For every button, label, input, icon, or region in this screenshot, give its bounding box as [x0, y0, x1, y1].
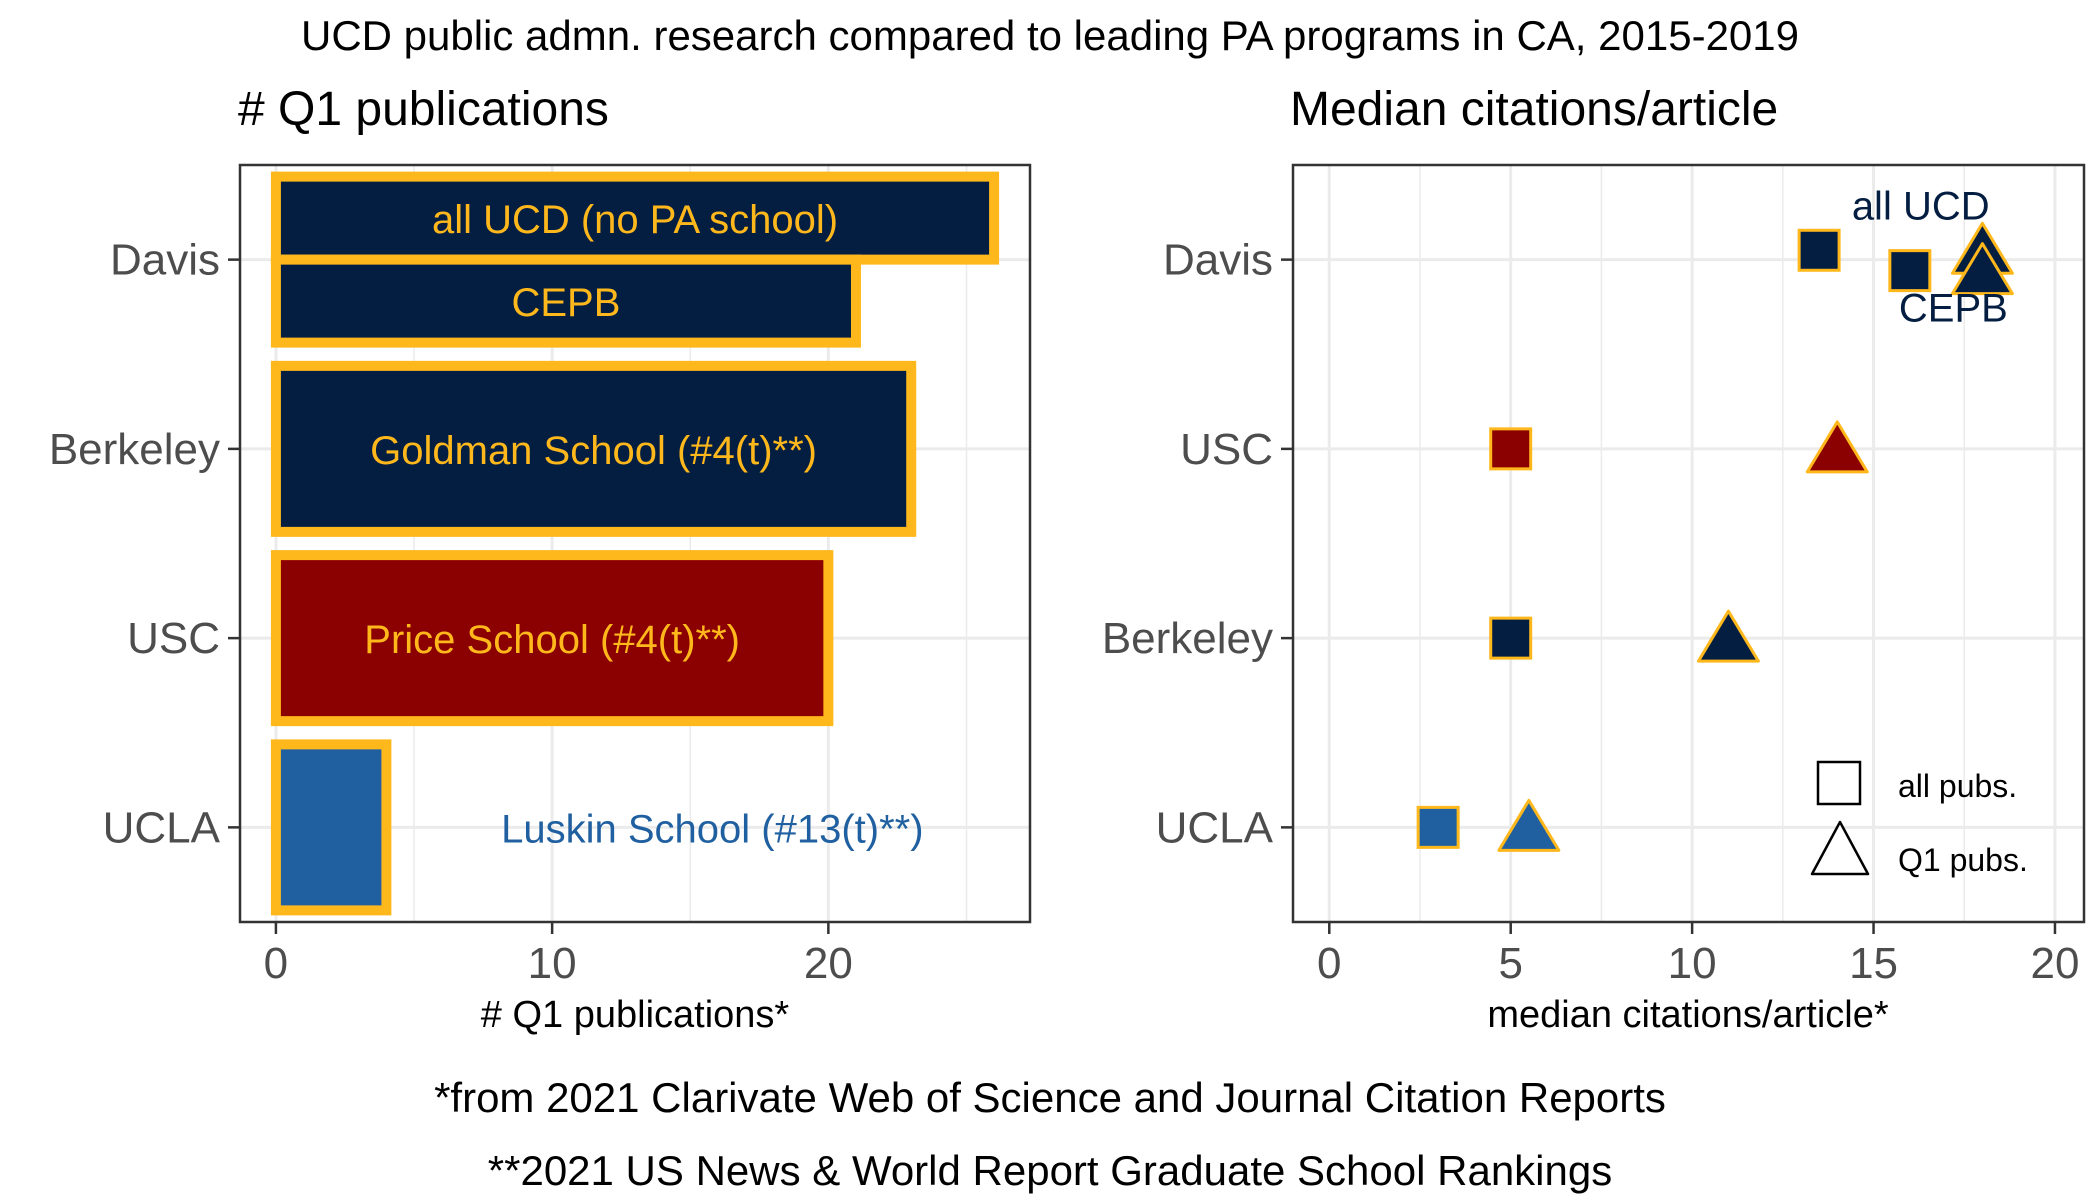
left-x-axis: 0 10 20 — [264, 922, 853, 988]
left-plot-border — [238, 163, 1032, 924]
point-triangle — [1950, 242, 2014, 296]
left-bar-labels: all UCD (no PA school) CEPB Goldman School… — [364, 198, 923, 851]
legend-triangle-key — [1810, 820, 1870, 876]
x-tick-label: 0 — [1317, 939, 1341, 988]
legend-square-key — [1816, 760, 1862, 806]
right-annotations: all UCD CEPB — [1852, 185, 2008, 331]
point-square — [1888, 249, 1932, 293]
footnote-rankings: **2021 US News & World Report Graduate S… — [488, 1147, 1612, 1194]
bar — [270, 739, 392, 916]
y-tick-label: Davis — [110, 236, 220, 285]
bar — [270, 254, 861, 348]
y-tick-label: Berkeley — [49, 425, 220, 474]
figure-title: UCD public admn. research compared to le… — [301, 12, 1799, 59]
legend: all pubs. Q1 pubs. — [1810, 760, 2028, 878]
footnote-sources: *from 2021 Clarivate Web of Science and … — [434, 1074, 1666, 1121]
bar-label: Goldman School (#4(t)**) — [370, 429, 817, 473]
bar-label: Luskin School (#13(t)**) — [501, 807, 923, 851]
y-tick-label: UCLA — [1156, 803, 1274, 852]
bar-label: all UCD (no PA school) — [432, 198, 838, 242]
y-tick-label: USC — [1180, 425, 1273, 474]
y-tick-label: Davis — [1163, 236, 1273, 285]
point-square — [1489, 427, 1533, 471]
y-tick-label: Berkeley — [1102, 614, 1273, 663]
x-tick-label: 10 — [528, 939, 577, 988]
right-x-axis-title: median citations/article* — [1487, 994, 1889, 1036]
x-tick-label: 20 — [2030, 939, 2079, 988]
legend-label: all pubs. — [1898, 768, 2017, 804]
y-tick-label: USC — [127, 614, 220, 663]
right-plot-border — [1291, 163, 2086, 924]
bar — [270, 550, 834, 727]
x-tick-label: 5 — [1498, 939, 1522, 988]
right-points — [1416, 221, 2014, 852]
x-tick-label: 10 — [1668, 939, 1717, 988]
right-panel-title: Median citations/article — [1290, 83, 1778, 136]
left-panel-title: # Q1 publications — [238, 83, 609, 136]
bar-label: Price School (#4(t)**) — [364, 618, 740, 662]
legend-label: Q1 pubs. — [1898, 842, 2028, 878]
point-triangle — [1497, 798, 1561, 852]
x-tick-label: 20 — [804, 939, 853, 988]
point-annotation: CEPB — [1899, 287, 2008, 331]
bar-label: CEPB — [511, 281, 620, 325]
left-bars — [270, 171, 1000, 916]
point-square — [1416, 805, 1460, 849]
point-annotation: all UCD — [1852, 185, 1990, 229]
bar — [270, 360, 917, 537]
x-tick-label: 0 — [264, 939, 288, 988]
right-y-axis: UCLA Berkeley USC Davis — [1102, 236, 1293, 852]
point-triangle — [1805, 420, 1869, 474]
point-triangle — [1696, 609, 1760, 663]
point-square — [1797, 228, 1841, 272]
y-tick-label: UCLA — [103, 803, 221, 852]
x-tick-label: 15 — [1849, 939, 1898, 988]
left-x-axis-title: # Q1 publications* — [481, 994, 790, 1036]
left-y-axis: Davis Berkeley USC UCLA — [49, 236, 240, 852]
right-x-axis: 0 5 10 15 20 — [1317, 922, 2079, 988]
right-panel: Median citations/article all UCD CEPB all… — [1102, 83, 2086, 1036]
left-panel: # Q1 publications all UCD (no PA school)… — [49, 83, 1032, 1036]
point-square — [1489, 616, 1533, 660]
bar — [270, 171, 1000, 265]
